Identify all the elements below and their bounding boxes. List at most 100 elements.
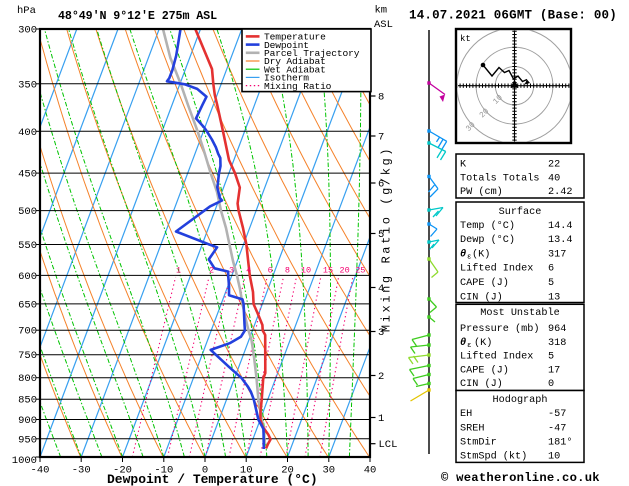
svg-text:5: 5: [378, 229, 384, 241]
svg-text:Dewpoint / Temperature (°C): Dewpoint / Temperature (°C): [107, 472, 318, 486]
svg-text:2.42: 2.42: [548, 187, 572, 198]
svg-text:hPa: hPa: [17, 5, 36, 17]
svg-text:-47: -47: [548, 423, 566, 434]
svg-text:300: 300: [18, 25, 37, 37]
svg-text:kt: kt: [460, 34, 471, 44]
svg-text:850: 850: [18, 395, 37, 407]
svg-text:10: 10: [301, 265, 311, 275]
svg-text:ε: ε: [467, 253, 472, 261]
svg-text:-40: -40: [31, 465, 50, 477]
svg-text:Parcel Trajectory: Parcel Trajectory: [264, 48, 360, 59]
svg-text:400: 400: [18, 127, 37, 139]
svg-text:2: 2: [209, 265, 214, 275]
svg-text:450: 450: [18, 169, 37, 181]
svg-text:Dry Adiabat: Dry Adiabat: [264, 56, 326, 67]
svg-text:10: 10: [548, 452, 560, 463]
svg-text:CIN (J): CIN (J): [460, 378, 503, 390]
svg-text:40: 40: [548, 174, 560, 185]
svg-text:950: 950: [18, 434, 37, 446]
svg-text:6: 6: [548, 264, 554, 275]
svg-text:Totals Totals: Totals Totals: [460, 173, 539, 185]
svg-text:θ: θ: [460, 248, 466, 260]
svg-text:6: 6: [268, 265, 273, 275]
svg-text:SREH: SREH: [460, 423, 484, 434]
svg-text:13.4: 13.4: [548, 235, 572, 246]
svg-text:1: 1: [378, 413, 384, 425]
svg-text:K: K: [460, 160, 467, 171]
svg-text:StmDir: StmDir: [460, 436, 497, 448]
svg-text:PW (cm): PW (cm): [460, 186, 503, 198]
svg-text:Mixing Ratio: Mixing Ratio: [264, 81, 332, 92]
svg-text:350: 350: [18, 79, 37, 91]
svg-text:(K): (K): [474, 337, 492, 349]
svg-text:Most Unstable: Most Unstable: [480, 307, 559, 319]
svg-text:20: 20: [281, 465, 294, 477]
svg-text:500: 500: [18, 206, 37, 218]
svg-text:650: 650: [18, 299, 37, 311]
svg-text:40: 40: [364, 465, 377, 477]
svg-text:1000: 1000: [12, 455, 37, 467]
svg-text:6: 6: [378, 179, 384, 191]
svg-text:8: 8: [285, 265, 290, 275]
svg-text:600: 600: [18, 271, 37, 283]
svg-text:© weatheronline.co.uk: © weatheronline.co.uk: [441, 471, 600, 485]
svg-text:48°49'N 9°12'E 275m ASL: 48°49'N 9°12'E 275m ASL: [58, 9, 217, 23]
svg-text:Lifted Index: Lifted Index: [460, 263, 533, 275]
svg-text:Temp (°C): Temp (°C): [460, 220, 515, 232]
svg-text:3: 3: [229, 265, 234, 275]
svg-text:30: 30: [322, 465, 335, 477]
svg-text:Wet Adiabat: Wet Adiabat: [264, 64, 326, 75]
svg-text:θ: θ: [460, 337, 466, 349]
svg-text:-30: -30: [72, 465, 91, 477]
svg-text:25: 25: [355, 265, 365, 275]
svg-text:-57: -57: [548, 409, 566, 420]
svg-text:8: 8: [378, 92, 384, 104]
svg-text:(K): (K): [472, 248, 490, 260]
svg-text:550: 550: [18, 240, 37, 252]
svg-text:13: 13: [548, 292, 560, 303]
svg-text:317: 317: [548, 249, 566, 260]
svg-text:22: 22: [548, 160, 560, 171]
svg-text:Pressure (mb): Pressure (mb): [460, 323, 539, 335]
svg-text:14.07.2021 06GMT (Base: 00): 14.07.2021 06GMT (Base: 00): [409, 9, 617, 23]
svg-text:CIN (J): CIN (J): [460, 291, 503, 303]
svg-text:1: 1: [176, 265, 181, 275]
svg-text:ASL: ASL: [374, 19, 393, 31]
svg-text:CAPE (J): CAPE (J): [460, 364, 509, 376]
svg-text:20: 20: [339, 265, 349, 275]
svg-text:3: 3: [378, 327, 384, 339]
svg-text:2: 2: [378, 371, 384, 383]
svg-text:318: 318: [548, 338, 566, 349]
svg-text:7: 7: [378, 132, 384, 144]
svg-text:Mixing Ratio (g/kg): Mixing Ratio (g/kg): [380, 146, 394, 332]
svg-text:Temperature: Temperature: [264, 32, 326, 43]
svg-text:km: km: [375, 5, 388, 17]
svg-text:4: 4: [246, 265, 251, 275]
svg-text:Dewp (°C): Dewp (°C): [460, 234, 515, 246]
svg-text:Dewpoint: Dewpoint: [264, 40, 309, 51]
svg-text:StmSpd (kt): StmSpd (kt): [460, 451, 527, 463]
svg-text:Isotherm: Isotherm: [264, 73, 309, 84]
svg-text:-20: -20: [113, 465, 132, 477]
svg-text:900: 900: [18, 415, 37, 427]
svg-text:Lifted Index: Lifted Index: [460, 351, 533, 363]
svg-text:-10: -10: [154, 465, 173, 477]
svg-text:CAPE (J): CAPE (J): [460, 277, 509, 289]
svg-text:15: 15: [323, 265, 333, 275]
svg-text:5: 5: [548, 278, 554, 289]
svg-text:700: 700: [18, 326, 37, 338]
svg-text:181°: 181°: [548, 436, 572, 448]
svg-text:10: 10: [240, 465, 253, 477]
svg-text:5: 5: [548, 352, 554, 363]
svg-text:ε: ε: [467, 342, 472, 350]
svg-text:964: 964: [548, 324, 566, 335]
svg-text:0: 0: [202, 465, 208, 477]
svg-text:17: 17: [548, 365, 560, 376]
svg-text:Surface: Surface: [499, 206, 542, 218]
svg-text:750: 750: [18, 350, 37, 362]
svg-text:14.4: 14.4: [548, 221, 572, 232]
svg-text:LCL: LCL: [379, 439, 398, 451]
svg-text:800: 800: [18, 373, 37, 385]
svg-text:0: 0: [548, 379, 554, 390]
svg-text:4: 4: [378, 283, 384, 295]
